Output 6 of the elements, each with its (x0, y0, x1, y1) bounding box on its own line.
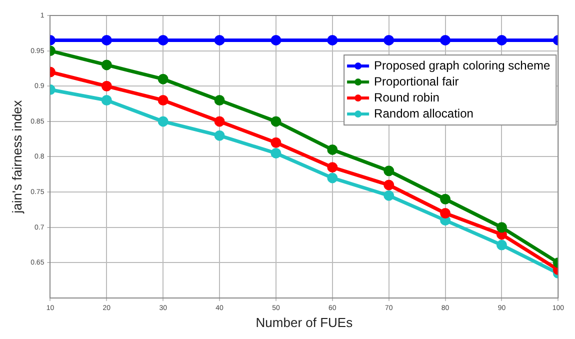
legend-label: Proportional fair (374, 74, 459, 88)
legend-label: Proposed graph coloring scheme (374, 58, 550, 72)
legend-label: Random allocation (374, 106, 474, 120)
legend-label: Round robin (374, 90, 440, 104)
x-axis-title: Number of FUEs (256, 314, 354, 330)
y-axis-title: jain's fairness index (9, 100, 24, 214)
